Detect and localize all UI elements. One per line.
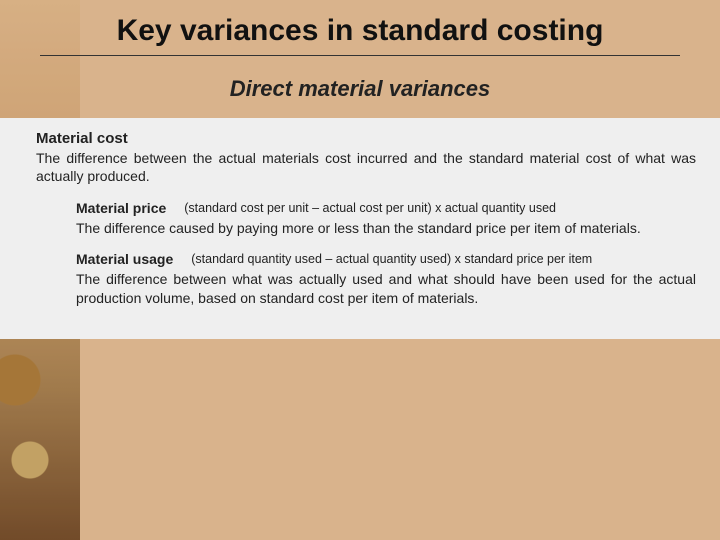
section-header-row: Material usage (standard quantity used –…	[76, 251, 696, 267]
page-title: Key variances in standard costing	[40, 0, 680, 56]
section-heading: Material price	[76, 200, 166, 216]
section-material-cost: Material cost The difference between the…	[36, 130, 696, 187]
section-body: The difference between the actual materi…	[36, 149, 696, 187]
section-material-usage: Material usage (standard quantity used –…	[76, 251, 696, 307]
section-material-price: Material price (standard cost per unit –…	[76, 200, 696, 237]
section-header-row: Material price (standard cost per unit –…	[76, 200, 696, 216]
section-heading: Material cost	[36, 130, 696, 147]
section-formula: (standard cost per unit – actual cost pe…	[184, 200, 556, 216]
section-heading: Material usage	[76, 251, 173, 267]
content-panel: Material cost The difference between the…	[0, 118, 720, 340]
section-formula: (standard quantity used – actual quantit…	[191, 251, 592, 267]
slide: Key variances in standard costing Direct…	[0, 0, 720, 540]
section-body: The difference caused by paying more or …	[76, 219, 696, 238]
section-body: The difference between what was actually…	[76, 270, 696, 308]
page-subtitle: Direct material variances	[0, 56, 720, 118]
